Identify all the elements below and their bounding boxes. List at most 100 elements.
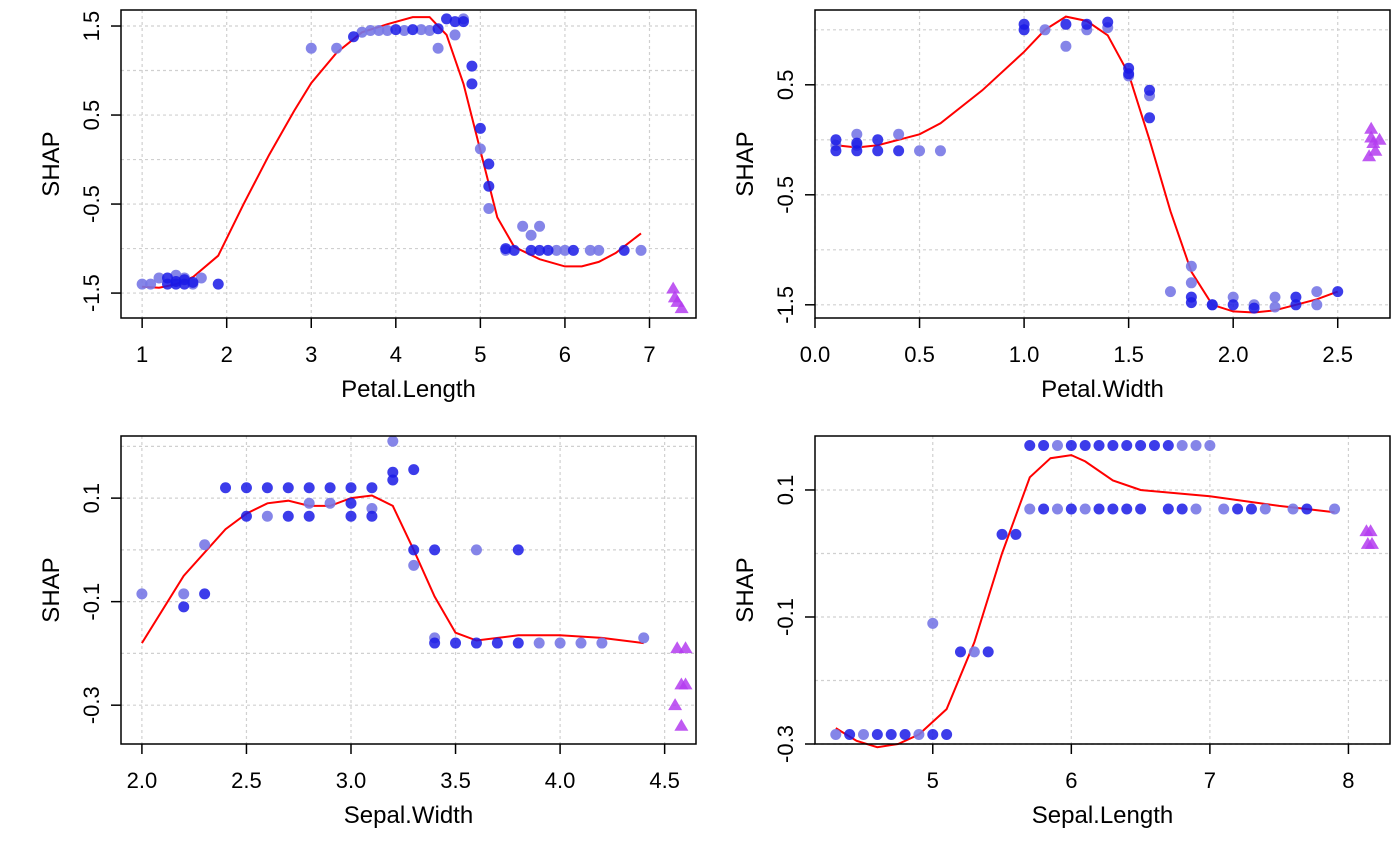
data-point — [525, 229, 537, 241]
data-point — [303, 497, 315, 509]
data-point — [424, 24, 436, 36]
data-point — [1121, 503, 1133, 515]
data-point — [1232, 503, 1244, 515]
x-tick-label: 4.5 — [649, 768, 680, 793]
data-point — [1038, 440, 1050, 452]
data-point — [364, 24, 376, 36]
smooth-line — [835, 15, 1339, 314]
x-tick-label: 2.0 — [127, 768, 158, 793]
data-point — [345, 510, 357, 522]
data-point — [885, 728, 897, 740]
data-point — [830, 728, 842, 740]
x-tick-label: 0.0 — [800, 342, 831, 367]
panel-sepal-width: 2.0 2.5 3.0 3.5 4.0 4.5 -0.3 -0.1 0.1 Sepal.Wid… — [38, 435, 697, 829]
data-point — [466, 60, 478, 72]
data-point — [373, 24, 385, 36]
missing-value-marker — [1364, 536, 1379, 549]
data-point — [187, 276, 199, 288]
x-axis-title: Petal.Width — [1041, 376, 1164, 403]
data-point — [483, 158, 495, 170]
data-point — [1185, 260, 1197, 272]
data-point — [1102, 16, 1114, 28]
data-point — [324, 482, 336, 494]
data-point — [517, 220, 529, 232]
data-point — [618, 244, 630, 256]
data-point — [1051, 440, 1063, 452]
data-point — [261, 510, 273, 522]
data-point — [345, 497, 357, 509]
data-point — [415, 24, 427, 36]
data-point — [1065, 440, 1077, 452]
missing-value-marker — [678, 677, 693, 690]
y-tick-label: -0.5 — [79, 185, 104, 223]
y-axis: -0.3 -0.1 0.1 — [79, 483, 121, 724]
data-point — [470, 544, 482, 556]
data-point — [398, 24, 410, 36]
x-tick-label: 1.5 — [1113, 342, 1144, 367]
data-point — [1081, 18, 1093, 30]
data-point — [432, 42, 444, 54]
data-point — [491, 637, 503, 649]
plot-frame — [120, 9, 697, 319]
data-point — [303, 510, 315, 522]
data-point — [830, 145, 842, 157]
smooth-line — [835, 454, 1335, 749]
x-tick-label: 2.5 — [231, 768, 262, 793]
data-point — [199, 588, 211, 600]
data-point — [474, 122, 486, 134]
data-point — [584, 244, 596, 256]
missing-value-marker — [678, 641, 693, 654]
data-point — [483, 180, 495, 192]
data-point — [899, 728, 911, 740]
data-point — [1290, 299, 1302, 311]
data-point — [457, 16, 469, 28]
x-axis-title: Petal.Length — [341, 376, 476, 403]
data-point — [1039, 24, 1051, 36]
data-point — [1024, 440, 1036, 452]
data-point — [178, 588, 190, 600]
data-point — [387, 435, 399, 447]
x-tick-label: 7 — [1204, 768, 1216, 793]
data-point — [1190, 440, 1202, 452]
data-point — [893, 128, 905, 140]
data-point — [996, 528, 1008, 540]
y-axis-title: SHAP — [38, 557, 65, 622]
data-point — [261, 482, 273, 494]
y-tick-label: 0.5 — [773, 70, 798, 101]
point-layer — [830, 440, 1379, 740]
x-axis-title: Sepal.Width — [344, 802, 473, 829]
data-point — [1176, 503, 1188, 515]
data-point — [348, 31, 360, 43]
data-point — [575, 637, 587, 649]
missing-value-marker — [674, 301, 689, 314]
missing-value-marker — [1372, 132, 1387, 145]
data-point — [303, 482, 315, 494]
data-point — [1065, 503, 1077, 515]
missing-value-marker — [1364, 121, 1379, 134]
data-point — [1190, 503, 1202, 515]
y-tick-label: -0.1 — [773, 598, 798, 636]
data-point — [1269, 301, 1281, 313]
data-point — [1038, 503, 1050, 515]
x-tick-label: 5 — [474, 342, 486, 367]
y-tick-label: -1.5 — [773, 286, 798, 324]
point-layer — [136, 13, 689, 314]
x-tick-label: 6 — [559, 342, 571, 367]
data-point — [857, 728, 869, 740]
data-point — [512, 637, 524, 649]
x-tick-label: 3 — [305, 342, 317, 367]
data-point — [1245, 503, 1257, 515]
data-point — [500, 243, 512, 255]
data-point — [1332, 286, 1344, 298]
x-tick-label: 1.0 — [1009, 342, 1040, 367]
y-tick-label: -0.3 — [773, 725, 798, 763]
data-point — [1148, 440, 1160, 452]
data-point — [1123, 68, 1135, 80]
data-point — [851, 128, 863, 140]
data-point — [542, 244, 554, 256]
data-point — [1311, 286, 1323, 298]
x-axis: 5 6 7 8 — [927, 744, 1355, 793]
missing-value-marker — [1362, 149, 1377, 162]
data-point — [1204, 440, 1216, 452]
data-point — [282, 482, 294, 494]
